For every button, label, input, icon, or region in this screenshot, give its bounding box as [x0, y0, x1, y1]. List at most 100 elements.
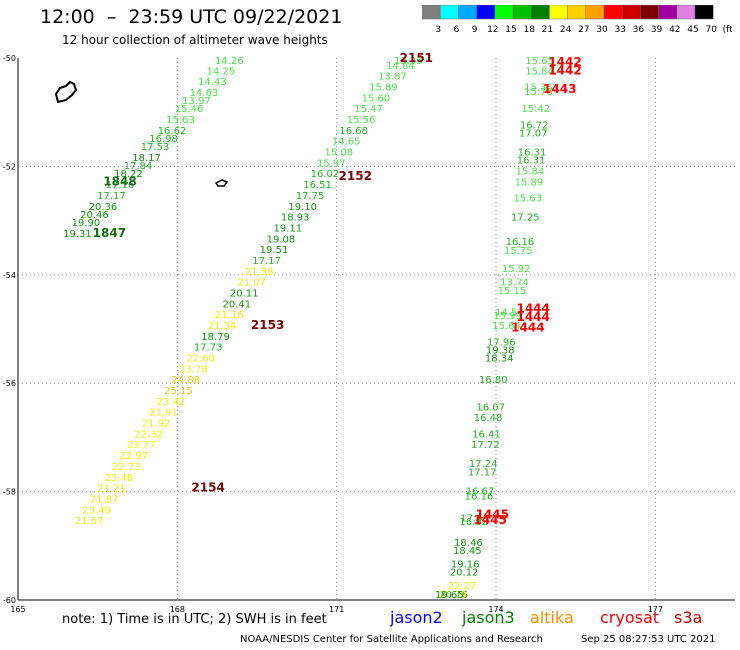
wave-height-value: 16.51: [303, 180, 332, 191]
wave-height-value: 17.07: [519, 129, 548, 140]
color-scale-label: 33: [614, 25, 625, 35]
pass-number-label: 1445: [473, 513, 506, 527]
wave-height-value: 21.16: [215, 310, 244, 321]
wave-height-value: 18.34: [485, 354, 514, 365]
wave-height-value: 14.65: [332, 137, 361, 148]
wave-height-value: 17.53: [141, 142, 170, 153]
wave-height-value: 14.43: [198, 77, 227, 88]
wave-height-value: 23.77: [127, 440, 156, 451]
color-scale-label: 42: [669, 25, 680, 35]
wave-height-value: 14.53: [495, 307, 524, 318]
wave-height-value: 21.92: [142, 419, 171, 430]
island-shape: [214, 179, 229, 187]
color-scale-label: 3: [435, 25, 441, 35]
chart-title: 12:00 – 23:59 UTC 09/22/2021: [40, 6, 343, 28]
wave-height-value: 17.84: [124, 161, 153, 172]
wave-height-value: 22.27: [448, 581, 477, 592]
wave-height-value: 20.46: [80, 210, 109, 221]
wave-height-value: 20.11: [230, 288, 259, 299]
wave-height-value: 15.47: [354, 104, 383, 115]
wave-height-value: 17.24: [469, 459, 498, 470]
wave-height-value: 15.97: [317, 158, 346, 169]
wave-height-value: 23.78: [179, 364, 208, 375]
wave-height-value: 17.16: [106, 180, 135, 191]
pass-number-label: 2153: [251, 318, 284, 332]
wave-height-value: 16.02: [311, 169, 340, 180]
wave-height-value: 19.10: [288, 202, 317, 213]
wave-height-value: 16.31: [517, 156, 546, 167]
wave-height-value: 24.88: [172, 375, 201, 386]
wave-height-value: 15.56: [347, 115, 376, 126]
color-scale-label: 30: [596, 25, 608, 35]
wave-height-value: 15.08: [324, 148, 353, 159]
color-scale-label: 18: [523, 25, 535, 35]
legend-altika: altika: [530, 608, 574, 627]
color-scale-label: 36: [633, 25, 645, 35]
pass-number-label: 1442: [548, 63, 581, 77]
color-scale-label: 27: [578, 25, 589, 35]
x-tick-label: 177: [648, 605, 663, 614]
pass-number-label: 1442: [548, 55, 581, 69]
wave-height-value: 15.63: [514, 194, 543, 205]
pass-number-label: 2151: [400, 51, 433, 65]
wave-height-value: 16.07: [476, 402, 505, 413]
pass-number-label: 1848: [103, 174, 136, 188]
wave-height-value: 16.31: [518, 148, 547, 159]
wave-height-value: 19.08: [267, 234, 296, 245]
wave-height-value: 23.49: [82, 505, 111, 516]
wave-height-value: 17.17: [97, 191, 126, 202]
wave-height-value: 16.68: [339, 126, 368, 137]
credit-text: NOAA/NESDIS Center for Satellite Applica…: [240, 634, 543, 645]
wave-height-value: 15.92: [502, 264, 531, 275]
wave-height-value: 23.48: [105, 473, 134, 484]
wave-height-value: 13.97: [182, 96, 211, 107]
wave-height-value: 15.84: [516, 167, 545, 178]
color-scale-label: (ft): [723, 25, 732, 35]
color-scale-label: 45: [687, 25, 698, 35]
y-tick-label: -60: [3, 596, 16, 605]
wave-height-value: 22.97: [119, 451, 148, 462]
color-swatch: [694, 5, 714, 20]
x-tick-label: 174: [488, 605, 503, 614]
wave-height-value: 16.72: [520, 120, 549, 131]
wave-height-value: 17.25: [511, 213, 540, 224]
wave-height-value: 21.58: [245, 267, 274, 278]
wave-height-value: 18.45: [453, 546, 482, 557]
pass-number-label: 2154: [191, 481, 224, 495]
wave-height-value: 19.90: [72, 218, 101, 229]
wave-height-value: 18.46: [454, 538, 483, 549]
pass-number-label: 1443: [543, 82, 576, 96]
generated-timestamp: Sep 25 08:27:53 UTC 2021: [581, 634, 716, 645]
y-tick-label: -50: [3, 54, 16, 63]
wave-height-value: 21.21: [97, 484, 126, 495]
wave-height-value: 19.31: [63, 229, 92, 240]
wave-height-value: 15.60: [362, 93, 391, 104]
pass-number-label: 1445: [476, 508, 509, 522]
wave-height-value: 13.74: [500, 278, 529, 289]
wave-height-value: 20.76: [439, 590, 468, 601]
wave-height-value: 13.87: [378, 72, 407, 83]
y-tick-label: -52: [3, 162, 16, 171]
wave-height-value: 20.36: [89, 202, 118, 213]
wave-height-value: 16.16: [506, 237, 535, 248]
x-tick-label: 168: [170, 605, 185, 614]
legend-cryosat: cryosat: [600, 608, 660, 627]
wave-height-value: 20.41: [222, 299, 251, 310]
wave-height-value: 21.34: [208, 321, 237, 332]
wave-height-value: 17.75: [296, 191, 325, 202]
color-scale-label: 39: [651, 25, 663, 35]
wave-height-value: 17.48: [460, 513, 489, 524]
wave-height-value: 21.29: [438, 590, 467, 601]
color-scale-label: 9: [472, 25, 478, 35]
wave-height-value: 15.64: [492, 321, 521, 332]
x-tick-label: 165: [10, 605, 25, 614]
wave-height-value: 22.60: [186, 354, 215, 365]
wave-height-value: 19.16: [451, 559, 480, 570]
pass-number-label: 2152: [339, 169, 372, 183]
wave-height-value: 21.87: [90, 494, 119, 505]
color-scale-label: 21: [542, 25, 553, 35]
legend-jason2: jason2: [390, 608, 443, 627]
wave-height-value: 22.73: [112, 462, 141, 473]
